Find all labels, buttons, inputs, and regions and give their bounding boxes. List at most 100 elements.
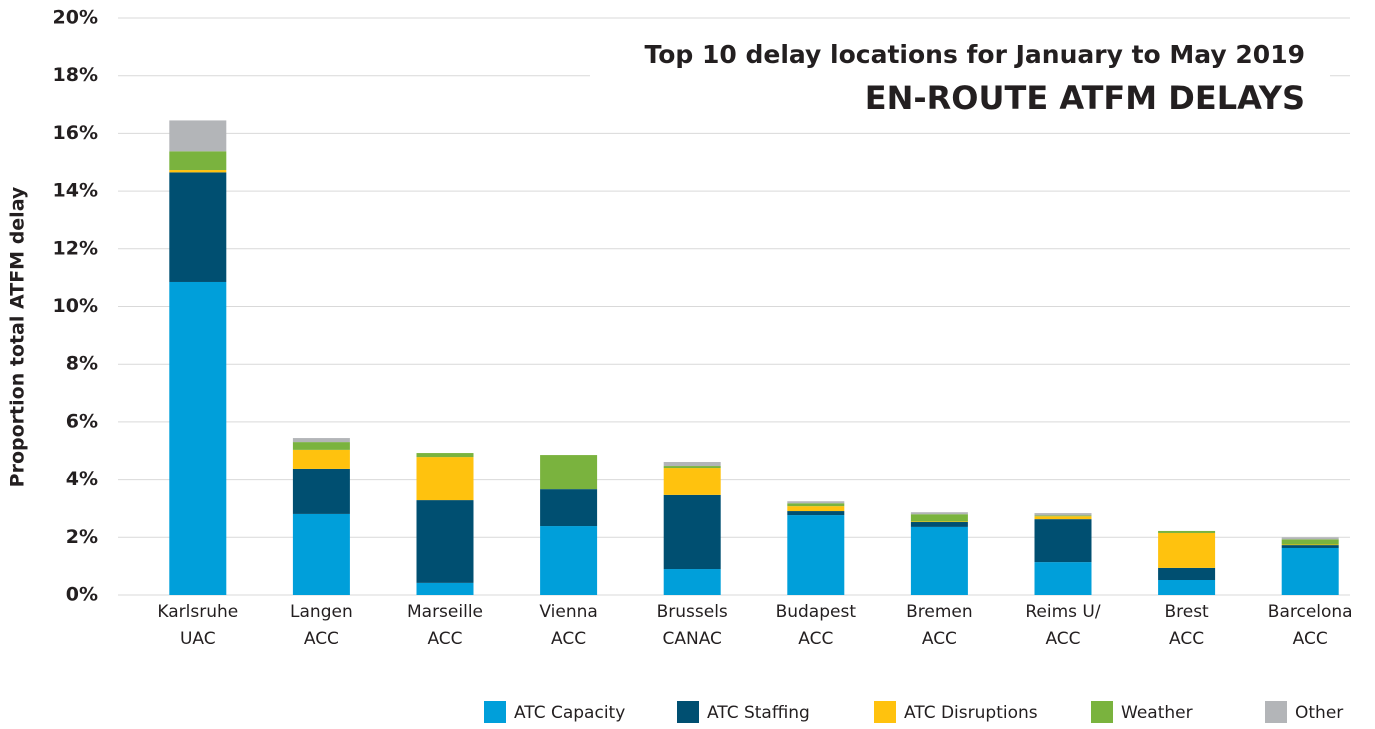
bar-segment bbox=[1034, 513, 1092, 516]
bar-segment bbox=[787, 511, 845, 516]
y-tick-label: 4% bbox=[66, 468, 98, 490]
bar-segment bbox=[1281, 539, 1339, 545]
bar-segment bbox=[663, 468, 721, 495]
bar-segment bbox=[292, 442, 350, 450]
bar-segment bbox=[540, 455, 598, 490]
x-tick-label-line: Karlsruhe bbox=[157, 602, 238, 622]
chart-title: Top 10 delay locations for January to Ma… bbox=[645, 40, 1305, 69]
bar-segment bbox=[169, 281, 227, 595]
x-tick-label: Marseille ACC bbox=[407, 602, 483, 649]
legend-label: ATC Capacity bbox=[514, 703, 625, 723]
chart-subtitle: EN-ROUTE ATFM DELAYS bbox=[865, 79, 1305, 117]
y-tick-label: 10% bbox=[53, 295, 98, 317]
y-tick-label: 14% bbox=[53, 180, 98, 202]
x-tick-label-line: Reims U/ bbox=[1025, 602, 1100, 622]
bar-segment bbox=[910, 512, 968, 515]
bar-segment bbox=[1281, 545, 1339, 548]
bar-segment bbox=[540, 526, 598, 595]
bar-segment bbox=[1281, 537, 1339, 540]
x-tick-label-line: ACC bbox=[427, 629, 462, 649]
x-tick-label-line: Barcelona bbox=[1268, 602, 1353, 622]
x-tick-label: Reims U/ACC bbox=[1025, 602, 1100, 649]
x-tick-label-line: ACC bbox=[1045, 629, 1080, 649]
x-tick-label-line: ACC bbox=[1293, 629, 1328, 649]
bar-segment bbox=[663, 462, 721, 467]
y-tick-label: 18% bbox=[53, 64, 98, 86]
bar-segment bbox=[663, 494, 721, 570]
legend-swatch bbox=[1091, 701, 1113, 723]
x-tick-label: Bremen ACC bbox=[906, 602, 973, 649]
x-tick-label: Brussels CANAC bbox=[657, 602, 728, 649]
x-tick-label-line: Bremen bbox=[906, 602, 973, 622]
bar-segment bbox=[910, 522, 968, 527]
bar-segment bbox=[910, 526, 968, 595]
bar-segment bbox=[292, 449, 350, 469]
x-tick-label-line: ACC bbox=[304, 629, 339, 649]
y-tick-label: 2% bbox=[66, 526, 98, 548]
bar-segment bbox=[787, 501, 845, 504]
y-tick-label: 8% bbox=[66, 353, 98, 375]
y-tick-label: 20% bbox=[53, 7, 98, 29]
bar-segment bbox=[1158, 532, 1216, 568]
y-axis-label: Proportion total ATFM delay bbox=[7, 186, 29, 487]
legend-swatch bbox=[677, 701, 699, 723]
x-tick-label-line: ACC bbox=[1169, 629, 1204, 649]
bar-segment bbox=[910, 521, 968, 523]
bar-segment bbox=[1158, 579, 1216, 595]
legend-label: ATC Disruptions bbox=[904, 703, 1038, 723]
y-tick-label: 0% bbox=[66, 584, 98, 606]
x-tick-label: Karlsruhe UAC bbox=[157, 602, 238, 649]
bar-segment bbox=[1281, 547, 1339, 595]
x-tick-label-line: UAC bbox=[180, 629, 216, 649]
bar-segment bbox=[663, 466, 721, 469]
legend-swatch bbox=[484, 701, 506, 723]
bar-segment bbox=[292, 468, 350, 514]
legend-swatch bbox=[1265, 701, 1287, 723]
bar-segment bbox=[416, 582, 474, 595]
bar-segment bbox=[787, 515, 845, 595]
bar-segment bbox=[169, 151, 227, 171]
legend-label: Other bbox=[1295, 703, 1343, 723]
x-tick-label: Brest ACC bbox=[1164, 602, 1209, 649]
bar-segment bbox=[787, 506, 845, 512]
x-tick-label-line: CANAC bbox=[662, 629, 721, 649]
bar-segment bbox=[1034, 515, 1092, 517]
y-tick-label: 12% bbox=[53, 237, 98, 259]
x-tick-label-line: ACC bbox=[798, 629, 833, 649]
x-tick-label: Langen ACC bbox=[290, 602, 353, 649]
legend-swatch bbox=[874, 701, 896, 723]
bar-segment bbox=[663, 569, 721, 595]
bar-segment bbox=[416, 500, 474, 583]
bar-segment bbox=[1034, 562, 1092, 595]
x-tick-label-line: Langen bbox=[290, 602, 353, 622]
bar-segment bbox=[540, 489, 598, 527]
x-tick-label: Vienna ACC bbox=[539, 602, 597, 649]
title-backdrop bbox=[590, 58, 1330, 100]
x-tick-label-line: Vienna bbox=[539, 602, 597, 622]
bar-segment bbox=[169, 170, 227, 173]
bar-segment bbox=[1034, 519, 1092, 563]
x-tick-label-line: ACC bbox=[922, 629, 957, 649]
bar-segment bbox=[1034, 516, 1092, 520]
legend-label: Weather bbox=[1121, 703, 1193, 723]
bar-segment bbox=[1281, 544, 1339, 546]
x-tick-label-line: Brest bbox=[1164, 602, 1209, 622]
bar-segment bbox=[910, 514, 968, 522]
y-tick-label: 6% bbox=[66, 410, 98, 432]
x-tick-label-line: ACC bbox=[551, 629, 586, 649]
bar-segment bbox=[1158, 530, 1216, 533]
bar-segment bbox=[169, 172, 227, 282]
bar-segment bbox=[1158, 567, 1216, 580]
legend-label: ATC Staffing bbox=[707, 703, 810, 723]
bar-segment bbox=[416, 457, 474, 501]
bar-segment bbox=[787, 503, 845, 507]
x-tick-label: Barcelona ACC bbox=[1268, 602, 1353, 649]
bar-segment bbox=[416, 453, 474, 458]
bar-segment bbox=[292, 513, 350, 595]
x-tick-label: Budapest ACC bbox=[776, 602, 857, 649]
y-tick-label: 16% bbox=[53, 122, 98, 144]
x-tick-label-line: Budapest bbox=[776, 602, 857, 622]
x-tick-label-line: Brussels bbox=[657, 602, 728, 622]
x-tick-label-line: Marseille bbox=[407, 602, 483, 622]
